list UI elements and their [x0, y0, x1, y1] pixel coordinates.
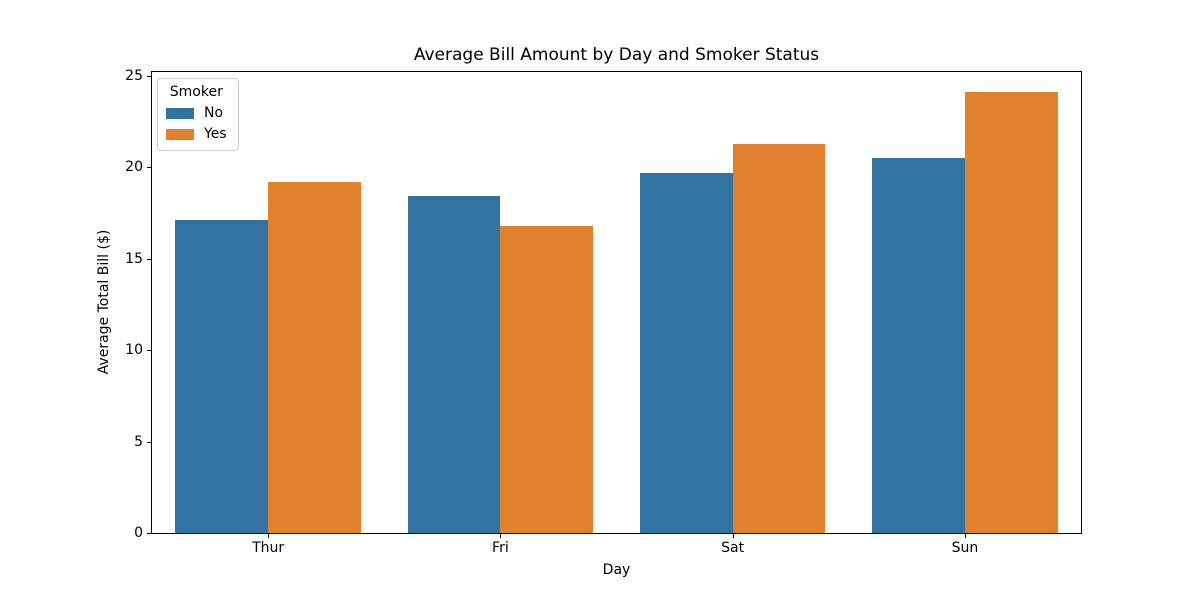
- x-tick-label-sat: Sat: [721, 540, 745, 556]
- y-tick-label: 15: [125, 250, 143, 267]
- y-tick-label: 5: [134, 433, 143, 450]
- bar-sun-no: [872, 157, 965, 533]
- legend-entry-no: No: [166, 105, 227, 121]
- x-tick-label-thur: Thur: [252, 540, 285, 556]
- plot-area: [151, 71, 1082, 534]
- bar-sun-yes: [964, 91, 1058, 533]
- bar-sat-no: [639, 173, 733, 533]
- x-tick-mark: [268, 534, 270, 538]
- x-tick-mark: [500, 534, 502, 538]
- chart-title: Average Bill Amount by Day and Smoker St…: [413, 45, 820, 65]
- legend: Smoker No Yes: [157, 78, 239, 151]
- y-tick-label: 25: [125, 67, 143, 84]
- legend-label: Yes: [204, 126, 227, 142]
- bar-fri-no: [407, 196, 501, 533]
- y-tick-label: 10: [125, 342, 143, 359]
- bar-sat-yes: [732, 143, 826, 533]
- x-axis-label: Day: [602, 562, 631, 578]
- y-tick-label: 0: [134, 525, 143, 541]
- y-tick-mark: [147, 75, 151, 77]
- bar-thur-no: [175, 220, 269, 533]
- bar-fri-yes: [500, 225, 594, 533]
- y-tick-label: 20: [125, 159, 143, 176]
- bar-thur-yes: [268, 181, 361, 533]
- legend-entry-yes: Yes: [166, 126, 227, 142]
- y-tick-mark: [147, 167, 151, 169]
- x-tick-label-fri: Fri: [492, 540, 509, 556]
- x-tick-mark: [964, 534, 966, 538]
- y-tick-mark: [147, 441, 151, 443]
- y-tick-mark: [147, 533, 151, 534]
- y-tick-mark: [147, 350, 151, 352]
- y-tick-mark: [147, 258, 151, 260]
- legend-swatch-icon: [166, 107, 194, 119]
- legend-swatch-icon: [166, 128, 194, 140]
- legend-label: No: [204, 105, 224, 121]
- legend-entries: No Yes: [166, 105, 227, 142]
- x-tick-label-sun: Sun: [951, 540, 979, 556]
- x-tick-mark: [732, 534, 734, 538]
- legend-title: Smoker: [169, 84, 223, 100]
